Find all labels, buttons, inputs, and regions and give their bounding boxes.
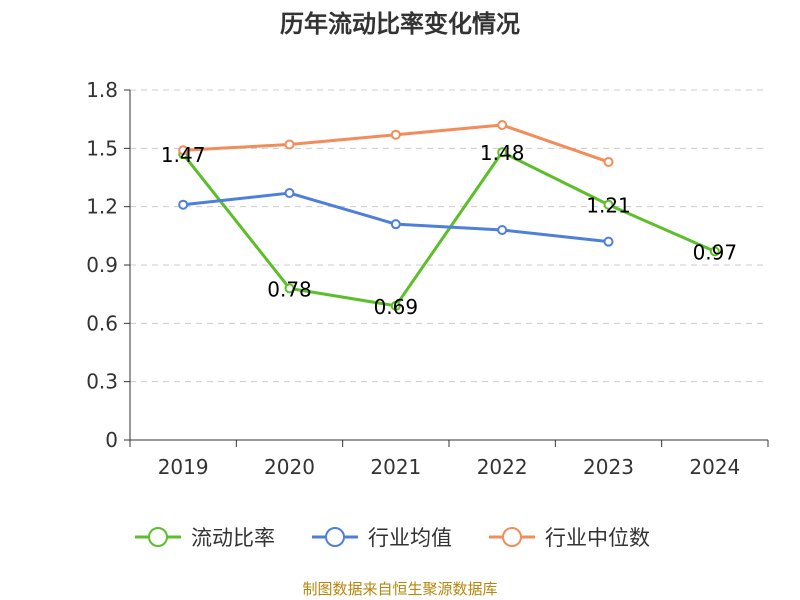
x-tick-label: 2024 — [689, 455, 740, 479]
y-tick-label: 0.6 — [86, 311, 118, 335]
legend-label: 流动比率 — [191, 526, 275, 550]
data-point — [284, 283, 295, 294]
data-point — [709, 246, 720, 257]
data-point — [284, 139, 295, 150]
series-line — [181, 150, 716, 308]
axes: 0 0.3 0.6 0.9 1.2 1.5 1.8 2019 2020 2021 2022 2023 2… — [86, 78, 769, 479]
x-tick-label: 2022 — [477, 455, 528, 479]
legend[interactable]: 流动比率 行业均值 行业中位数 — [135, 526, 650, 550]
y-tick-label: 0.3 — [86, 370, 118, 394]
data-point — [390, 129, 401, 140]
series-layer — [178, 120, 720, 311]
legend-marker — [148, 527, 168, 547]
y-tick-label: 1.8 — [86, 78, 118, 102]
data-label: 1.21 — [586, 194, 631, 218]
x-tick-label: 2023 — [583, 455, 634, 479]
data-label: 1.48 — [480, 141, 525, 165]
data-label: 0.78 — [267, 277, 312, 301]
data-label: 0.69 — [374, 295, 419, 319]
series-3 — [178, 120, 614, 167]
series-2 — [178, 188, 614, 247]
chart-title: 历年流动比率变化情况 — [280, 10, 520, 38]
y-tick-label: 1.5 — [86, 136, 118, 160]
x-tick-label: 2021 — [370, 455, 421, 479]
legend-item[interactable]: 行业均值 — [312, 526, 452, 550]
data-labels: 1.47 0.78 0.69 1.48 1.21 0.97 — [161, 141, 737, 319]
data-point — [497, 147, 508, 158]
grid-lines — [130, 89, 768, 383]
legend-item[interactable]: 流动比率 — [135, 526, 275, 550]
legend-marker — [502, 527, 522, 547]
data-point — [178, 145, 189, 156]
x-tick-label: 2019 — [158, 455, 209, 479]
data-label: 1.47 — [161, 143, 206, 167]
y-tick-label: 1.2 — [86, 195, 118, 219]
legend-label: 行业均值 — [368, 526, 452, 550]
y-tick-label: 0 — [105, 428, 118, 452]
data-point — [390, 300, 401, 311]
legend-marker — [325, 527, 345, 547]
data-point — [284, 188, 295, 199]
data-point — [178, 199, 189, 210]
data-label: 0.97 — [693, 240, 738, 264]
legend-item[interactable]: 行业中位数 — [489, 526, 650, 550]
data-point — [603, 156, 614, 167]
data-point — [497, 225, 508, 235]
data-point — [603, 199, 614, 210]
data-point — [497, 120, 508, 130]
x-tick-label: 2020 — [264, 455, 315, 479]
source-note: 制图数据来自恒生聚源数据库 — [302, 580, 497, 598]
data-point — [390, 219, 401, 230]
y-tick-label: 0.9 — [86, 253, 118, 277]
series-1 — [178, 147, 720, 311]
data-point — [603, 236, 614, 247]
legend-label: 行业中位数 — [545, 526, 650, 550]
